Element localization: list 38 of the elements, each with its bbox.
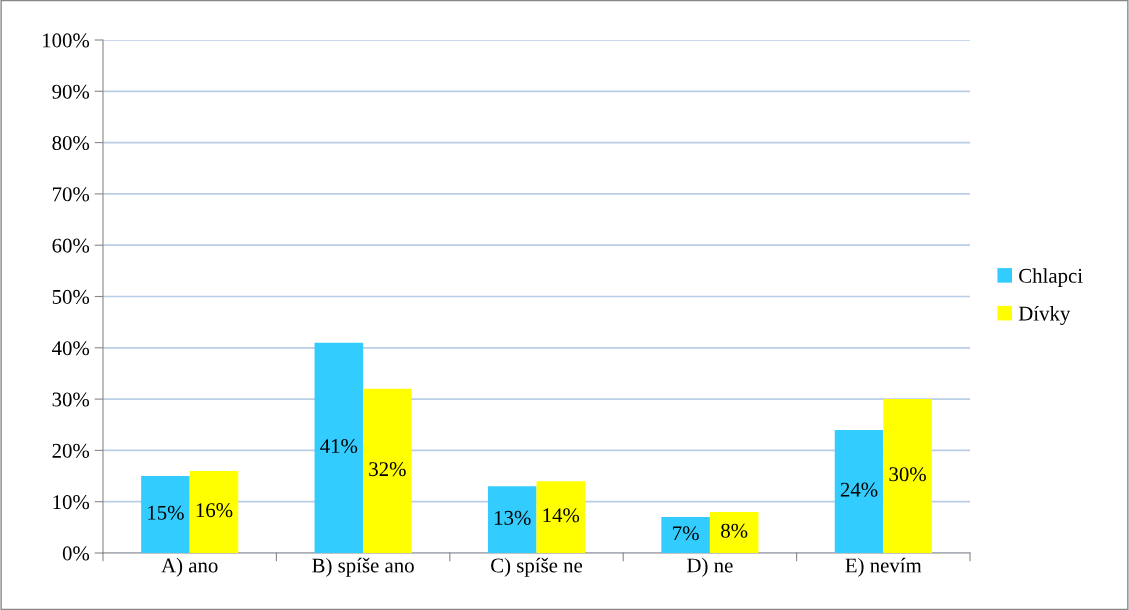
y-tick-label: 20% <box>52 443 90 458</box>
y-tick-label: 80% <box>52 135 90 151</box>
x-tick-label: A) ano <box>161 557 218 577</box>
y-tick-label: 10% <box>53 495 90 510</box>
data-label: 24% <box>840 482 878 497</box>
y-tick-label: 70% <box>52 187 90 202</box>
y-tick-label: 0% <box>62 546 90 561</box>
x-tick-label: C) spíše ne <box>491 557 583 577</box>
bar <box>883 399 932 553</box>
data-label: 16% <box>196 503 233 518</box>
bar <box>487 486 537 553</box>
data-label: 13% <box>494 510 531 525</box>
y-tick-label: 40% <box>52 341 90 356</box>
data-label: 41% <box>320 438 358 454</box>
y-tick-label: 100% <box>43 33 90 48</box>
y-tick-label: 50% <box>52 289 90 304</box>
y-tick-label: 90% <box>52 84 90 99</box>
bar <box>314 342 364 553</box>
bar <box>141 476 190 553</box>
bar <box>536 481 586 553</box>
bar <box>189 470 239 553</box>
data-label: 15% <box>148 505 184 520</box>
data-label: 30% <box>889 467 926 482</box>
x-tick-label: B) spíše ano <box>312 557 414 577</box>
legend-label: Chlapci <box>1019 268 1083 288</box>
data-label: 14% <box>543 508 580 523</box>
legend-label: Dívky <box>1018 305 1071 325</box>
y-tick-label: 60% <box>52 238 90 253</box>
x-tick-label: D) ne <box>687 557 733 577</box>
bar <box>661 517 710 553</box>
bar <box>709 511 759 553</box>
data-label: 7% <box>673 526 699 541</box>
y-tick-label: 30% <box>52 392 90 407</box>
data-label: 8% <box>721 523 748 538</box>
bar <box>834 429 884 553</box>
bar <box>363 388 412 553</box>
data-label: 32% <box>369 462 406 477</box>
x-tick-label: E) nevím <box>845 557 922 577</box>
